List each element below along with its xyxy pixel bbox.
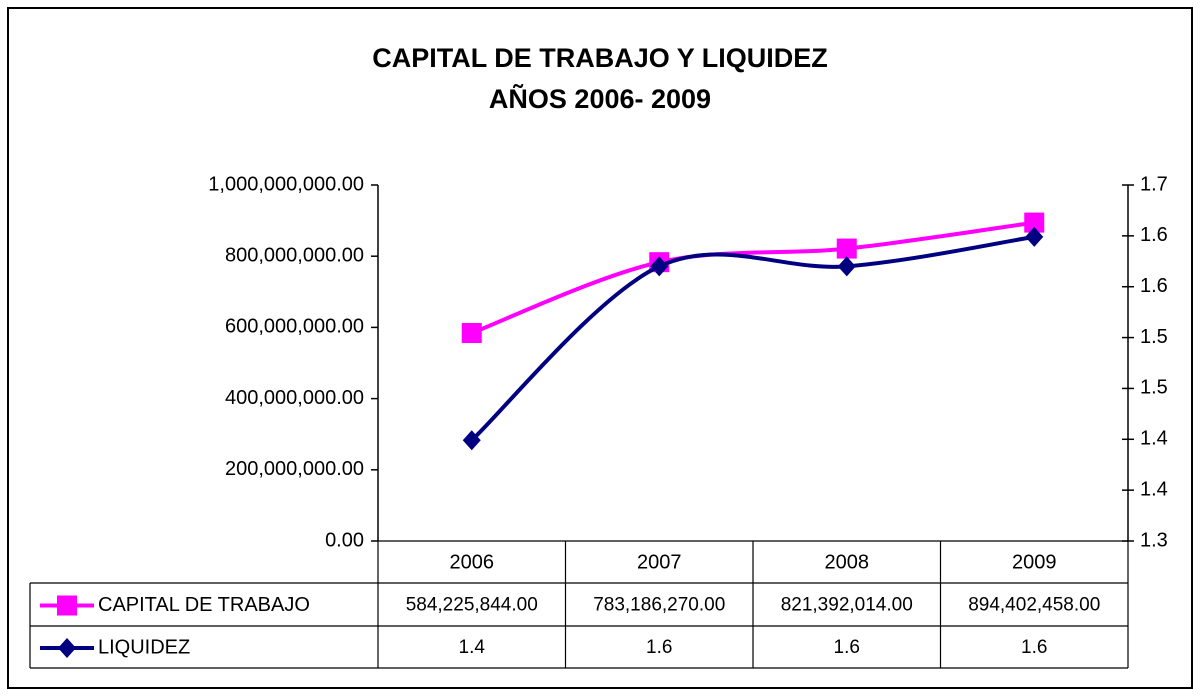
marker <box>837 256 856 277</box>
series-line <box>470 234 1035 442</box>
series-line <box>471 220 1035 335</box>
table-value: 1.6 <box>834 637 860 658</box>
marker <box>836 238 857 259</box>
marker <box>650 256 669 277</box>
x-tick-label: 2006 <box>450 551 495 573</box>
y2-tick-label: 1.6 <box>1140 224 1168 246</box>
y-tick-label: 800,000,000.00 <box>225 244 364 266</box>
y2-tick-label: 1.7 <box>1140 173 1168 195</box>
table-value: 894,402,458.00 <box>968 595 1100 616</box>
table-value: 1.6 <box>1021 637 1047 658</box>
marker <box>461 323 482 344</box>
y-tick-label: 0.00 <box>325 529 364 551</box>
y2-tick-label: 1.6 <box>1140 275 1168 297</box>
y-tick-label: 1,000,000,000.00 <box>208 173 364 195</box>
chart-border <box>7 7 1193 689</box>
chart-subtitle: AÑOS 2006- 2009 <box>489 83 711 114</box>
x-tick-label: 2009 <box>1012 551 1057 573</box>
marker <box>1024 212 1045 233</box>
chart-title: CAPITAL DE TRABAJO Y LIQUIDEZ <box>372 43 828 73</box>
legend-label: LIQUIDEZ <box>98 636 190 658</box>
legend-label: CAPITAL DE TRABAJO <box>98 594 310 616</box>
y-tick-label: 400,000,000.00 <box>225 387 364 409</box>
table-value: 1.4 <box>459 637 486 658</box>
y-tick-label: 600,000,000.00 <box>225 316 364 338</box>
table-value: 1.6 <box>646 637 672 658</box>
table-value: 821,392,014.00 <box>781 595 913 616</box>
y-tick-label: 200,000,000.00 <box>225 458 364 480</box>
marker <box>58 638 76 658</box>
y2-tick-label: 1.4 <box>1140 428 1168 450</box>
y2-tick-label: 1.4 <box>1140 478 1168 500</box>
marker <box>57 595 77 616</box>
x-tick-label: 2007 <box>637 551 682 573</box>
marker <box>1025 226 1044 247</box>
marker <box>462 430 481 451</box>
y2-tick-label: 1.3 <box>1140 529 1168 551</box>
table-value: 584,225,844.00 <box>406 595 538 616</box>
x-tick-label: 2008 <box>825 551 870 573</box>
table-value: 783,186,270.00 <box>593 595 725 616</box>
y2-tick-label: 1.5 <box>1140 326 1168 348</box>
y2-tick-label: 1.5 <box>1140 377 1168 399</box>
